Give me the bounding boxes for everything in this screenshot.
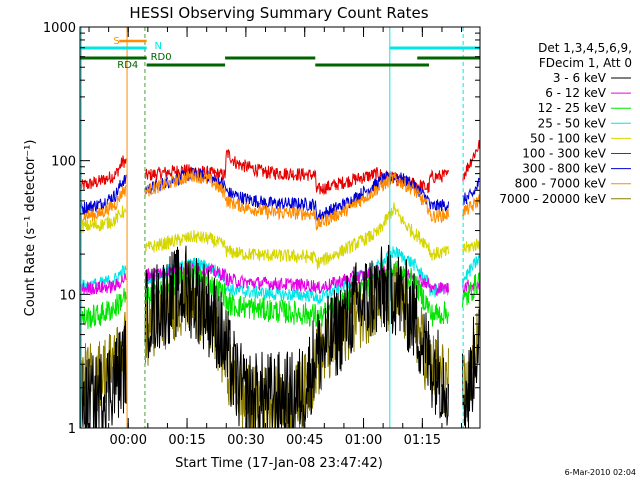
axis-layer: 1 10 100 1000 00:00 00:15 00:30 00:45 01:00 01:15 <box>43 21 480 448</box>
x-tick-label: 00:00 <box>110 433 147 448</box>
x-tick-label: 01:15 <box>404 433 441 448</box>
legend-entry-label: 12 - 25 keV <box>538 101 607 115</box>
flag-label-rd0: RD0 <box>151 52 172 63</box>
x-axis-label: Start Time (17-Jan-08 23:47:42) <box>175 456 383 471</box>
legend-entry-label: 6 - 12 keV <box>545 86 607 100</box>
flag-label-s: S <box>113 36 119 47</box>
y-axis-label: Count Rate (s⁻¹ detector⁻¹) <box>23 140 38 317</box>
flag-label-n: N <box>155 41 162 52</box>
y-tick-label: 10 <box>59 288 76 303</box>
plot-frame <box>79 26 481 429</box>
data-series-group <box>80 140 480 428</box>
y-tick-label: 1000 <box>43 21 76 36</box>
legend-entry-label: 100 - 300 keV <box>522 147 606 161</box>
legend-header-line-1: Det 1,3,4,5,6,9, <box>538 41 632 55</box>
footer-timestamp: 6-Mar-2010 02:04 <box>565 468 636 477</box>
x-tick-label: 00:30 <box>227 433 264 448</box>
series-line-2 <box>80 169 480 231</box>
legend-entry-label: 7000 - 20000 keV <box>499 192 606 206</box>
chart-title: HESSI Observing Summary Count Rates <box>129 4 428 22</box>
series-line-8 <box>80 244 480 428</box>
y-tick-label: 100 <box>51 155 76 170</box>
series-line-0 <box>80 140 480 196</box>
legend-entry-label: 800 - 7000 keV <box>515 177 607 191</box>
y-tick-label: 1 <box>68 422 76 437</box>
flag-label-rd4: RD4 <box>117 60 138 71</box>
x-tick-label: 01:00 <box>345 433 382 448</box>
series-line-3 <box>80 202 480 270</box>
legend-entry-label: 50 - 100 keV <box>530 131 607 145</box>
legend-entry-label: 3 - 6 keV <box>553 71 607 85</box>
legend-header-line-2: FDecim 1, Att 0 <box>539 56 632 70</box>
legend-entry-label: 300 - 800 keV <box>522 162 606 176</box>
legend: Det 1,3,4,5,6,9, FDecim 1, Att 0 3 - 6 k… <box>499 41 632 206</box>
x-tick-label: 00:15 <box>168 433 205 448</box>
legend-entry-label: 25 - 50 keV <box>538 116 607 130</box>
x-tick-label: 00:45 <box>286 433 323 448</box>
